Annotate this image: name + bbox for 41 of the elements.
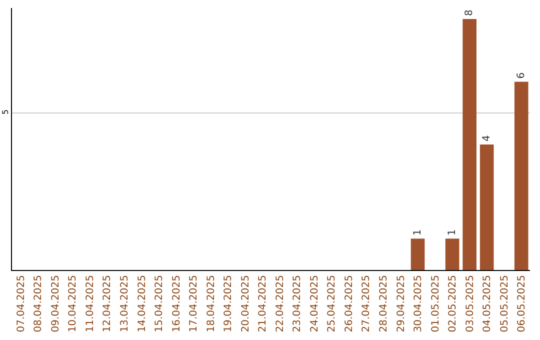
- bar: [480, 144, 494, 270]
- x-tick-label: 06.05.2025: [516, 275, 528, 332]
- x-tick-label: 04.05.2025: [482, 275, 494, 332]
- data-label: 8: [464, 10, 476, 16]
- x-tick-label: 21.04.2025: [258, 275, 269, 332]
- x-tick-label: 16.04.2025: [171, 275, 182, 332]
- x-tick-label: 30.04.2025: [413, 275, 424, 332]
- x-tick-label: 25.04.2025: [326, 275, 338, 332]
- bar: [410, 238, 425, 270]
- x-tick-label: 03.05.2025: [464, 275, 476, 332]
- x-tick-label: 01.05.2025: [430, 275, 442, 332]
- x-tick-label: 05.05.2025: [499, 275, 510, 332]
- data-label: 1: [412, 229, 424, 236]
- data-label: 4: [481, 135, 492, 142]
- x-tick-label: 02.05.2025: [448, 275, 459, 332]
- data-label: 6: [516, 72, 527, 79]
- x-tick-label: 19.04.2025: [223, 275, 234, 332]
- x-tick-label: 20.04.2025: [240, 275, 252, 332]
- x-tick-label: 27.04.2025: [361, 275, 372, 332]
- x-tick-label: 18.04.2025: [206, 275, 217, 332]
- bar: [514, 82, 528, 270]
- x-tick-label: 24.04.2025: [309, 275, 320, 332]
- x-tick-label: 09.04.2025: [50, 275, 62, 332]
- x-tick-label: 08.04.2025: [33, 275, 44, 332]
- x-tick-label: 12.04.2025: [102, 275, 114, 332]
- bar: [462, 18, 476, 270]
- x-tick-label: 14.04.2025: [136, 275, 148, 332]
- data-label: 1: [446, 229, 458, 236]
- y-tick-label: 5: [0, 109, 10, 114]
- x-tick-label: 23.04.2025: [292, 275, 304, 332]
- x-tick-label: 29.04.2025: [396, 275, 407, 332]
- x-tick-label: 22.04.2025: [274, 275, 286, 332]
- x-tick-label: 07.04.2025: [16, 275, 27, 332]
- x-tick-label: 10.04.2025: [68, 275, 79, 332]
- x-tick-label: 26.04.2025: [344, 275, 355, 332]
- x-tick-label: 15.04.2025: [154, 275, 166, 332]
- x-tick-label: 11.04.2025: [84, 275, 96, 332]
- bar: [445, 238, 460, 270]
- x-tick-label: 28.04.2025: [378, 275, 390, 332]
- x-tick-label: 13.04.2025: [119, 275, 130, 332]
- x-tick-label: 17.04.2025: [188, 275, 200, 332]
